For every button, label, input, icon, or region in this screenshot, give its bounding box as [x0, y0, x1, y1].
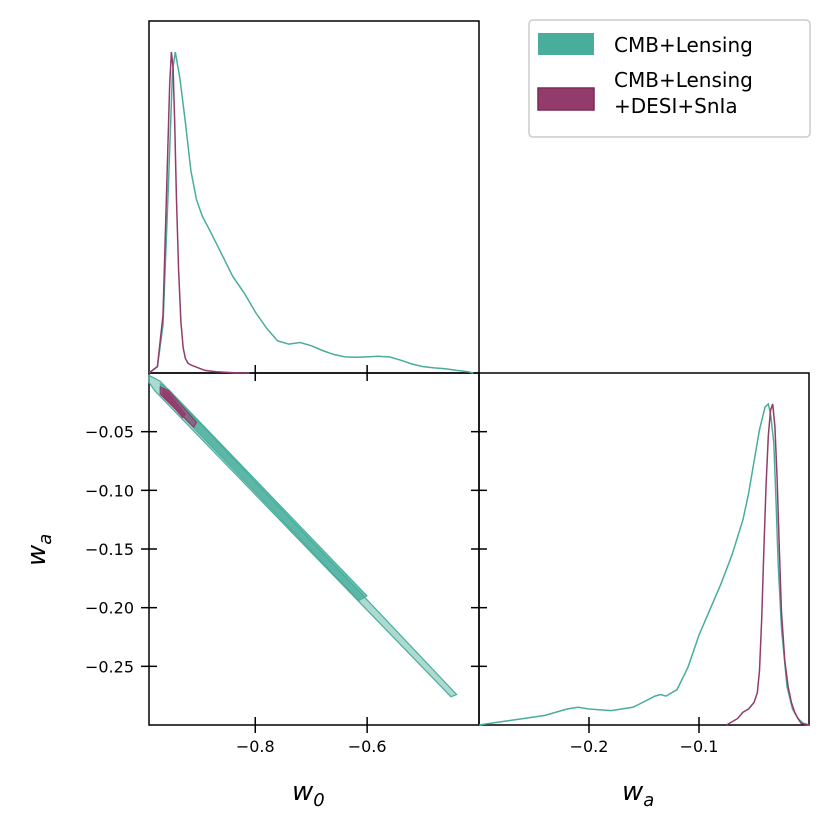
axis-ticks: −0.8 −0.6 −0.05 −0.10 −0.15 −0.20 −0.25 −0.2 −0.… [85, 365, 718, 756]
marginal-w0-line-0 [148, 51, 474, 374]
panel-marginal-w0 [148, 20, 480, 374]
joint-contours [148, 374, 458, 698]
tick-label-wa-y-4: −0.25 [85, 657, 134, 676]
legend-frame [528, 19, 811, 138]
marginal-w0-curves [148, 51, 474, 374]
legend-label-cmb-desi-line1: CMB+Lensing [614, 68, 753, 92]
marginal-wa-line-1 [726, 403, 810, 726]
tick-label-wa-y-1: −0.10 [85, 481, 134, 500]
tick-label-wa-x-1: −0.1 [680, 737, 719, 756]
tick-label-wa-x-0: −0.2 [570, 737, 609, 756]
marginal-wa-line-0 [478, 402, 810, 726]
marginal-wa-curves [478, 402, 810, 726]
xlabel-w0: w0 [292, 777, 325, 811]
marginal-w0-line-1 [148, 51, 250, 374]
tick-label-wa-y-3: −0.20 [85, 599, 134, 618]
legend-label-cmb-lensing: CMB+Lensing [614, 33, 753, 57]
tick-label-wa-y-0: −0.05 [85, 423, 134, 442]
legend-swatch-cmb-lensing [538, 33, 594, 55]
xlabel-wa: wa [622, 777, 654, 811]
tick-label-w0-1: −0.6 [348, 737, 387, 756]
legend-label-cmb-desi-line2: +DESI+SnIa [614, 94, 738, 118]
tick-label-wa-y-2: −0.15 [85, 540, 134, 559]
tick-label-w0-0: −0.8 [236, 737, 275, 756]
ylabel-wa: wa [22, 534, 56, 566]
legend: CMB+Lensing CMB+Lensing +DESI+SnIa [528, 19, 811, 138]
joint-contour-inner-1 [161, 388, 187, 419]
legend-swatch-cmb-desi [537, 87, 595, 111]
